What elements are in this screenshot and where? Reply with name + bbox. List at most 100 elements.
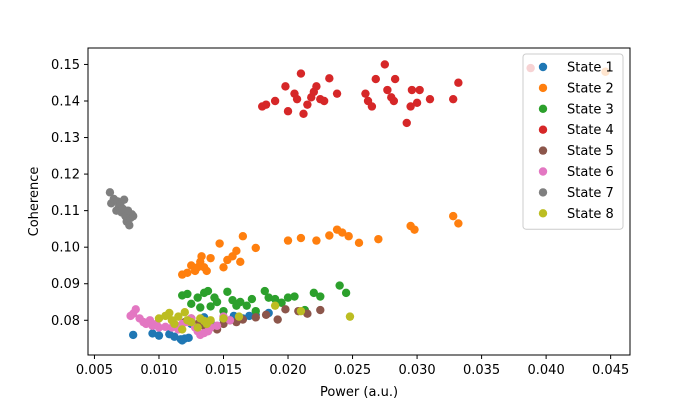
data-point	[247, 294, 257, 304]
legend-label: State 2	[567, 81, 614, 96]
data-point	[242, 301, 251, 310]
data-point	[303, 100, 312, 109]
y-tick-label: 0.11	[51, 204, 80, 219]
data-point	[197, 252, 206, 261]
data-point	[312, 236, 321, 245]
data-point	[154, 323, 164, 332]
data-point	[206, 302, 215, 311]
data-point	[128, 330, 138, 340]
data-point	[402, 118, 411, 128]
legend-marker	[538, 104, 548, 114]
plot-frame	[87, 47, 631, 356]
data-point	[260, 286, 269, 296]
y-tick-label: 0.15	[51, 58, 80, 73]
data-point	[296, 306, 306, 316]
y-tick-label: 0.13	[51, 131, 80, 146]
data-point	[196, 303, 205, 312]
x-tick-label: 0.005	[76, 363, 113, 378]
y-axis-label: Coherence	[27, 167, 42, 237]
legend-marker	[538, 146, 548, 155]
data-point	[283, 107, 293, 116]
data-point	[425, 94, 435, 104]
x-tick-label: 0.015	[205, 363, 242, 378]
legend-label: State 7	[567, 186, 614, 201]
data-point	[316, 305, 325, 315]
y-tick-label: 0.08	[51, 314, 80, 329]
series-8	[154, 301, 355, 334]
data-point	[261, 310, 271, 319]
data-point	[215, 239, 224, 248]
x-tick-label: 0.010	[140, 363, 177, 378]
data-point	[161, 322, 170, 332]
data-point	[234, 312, 244, 321]
data-point	[389, 96, 399, 106]
data-point	[178, 336, 187, 345]
data-point	[183, 289, 192, 299]
data-point	[251, 306, 260, 316]
data-point	[332, 89, 342, 98]
data-point	[290, 292, 299, 301]
data-point	[125, 221, 134, 230]
data-point	[219, 263, 228, 272]
data-point	[338, 228, 347, 237]
data-point	[345, 312, 355, 321]
legend-label: State 4	[567, 123, 614, 138]
data-point	[251, 313, 260, 322]
data-point	[203, 286, 213, 296]
data-point	[154, 314, 164, 323]
series-4	[258, 60, 535, 128]
data-point	[273, 315, 282, 324]
data-point	[212, 321, 222, 330]
data-point	[407, 85, 417, 95]
data-point	[316, 292, 325, 301]
data-point	[415, 85, 424, 95]
x-tick-label: 0.020	[269, 363, 306, 378]
data-point	[299, 109, 308, 118]
data-point	[154, 331, 164, 340]
data-point	[225, 316, 235, 325]
legend-label: State 8	[567, 207, 614, 222]
data-point	[219, 314, 228, 323]
legend-marker	[538, 209, 548, 218]
data-point	[264, 293, 273, 302]
data-point	[105, 188, 115, 197]
data-point	[251, 243, 260, 253]
data-point	[245, 311, 254, 321]
data-point	[454, 219, 463, 228]
legend-marker	[538, 62, 548, 72]
data-point	[319, 96, 329, 106]
y-tick-label: 0.09	[51, 277, 80, 292]
y-tick-label: 0.10	[51, 241, 80, 256]
x-axis-label: Power (a.u.)	[320, 385, 398, 400]
data-point	[131, 305, 140, 314]
y-tick-label: 0.12	[51, 168, 80, 183]
data-point	[174, 312, 183, 321]
data-point	[261, 100, 271, 109]
legend-label: State 6	[567, 165, 614, 180]
data-point	[206, 316, 215, 325]
data-point	[236, 257, 245, 266]
data-point	[180, 308, 189, 317]
data-point	[183, 268, 192, 277]
data-point	[193, 293, 202, 302]
data-point	[380, 60, 390, 69]
legend-marker	[538, 83, 548, 93]
data-point	[341, 288, 351, 298]
data-point	[270, 301, 280, 310]
data-point	[236, 297, 245, 307]
data-point	[270, 96, 280, 106]
data-point	[410, 225, 419, 234]
x-tick-label: 0.030	[398, 363, 435, 378]
x-tick-label: 0.025	[334, 363, 371, 378]
data-point	[270, 294, 280, 304]
legend-marker	[538, 188, 548, 197]
data-point	[119, 195, 129, 204]
data-point	[406, 102, 415, 111]
data-point	[184, 333, 193, 343]
data-point	[454, 78, 463, 87]
data-point	[178, 325, 187, 334]
data-point	[325, 231, 334, 240]
y-tick-label: 0.14	[51, 94, 80, 109]
data-point	[371, 74, 380, 84]
